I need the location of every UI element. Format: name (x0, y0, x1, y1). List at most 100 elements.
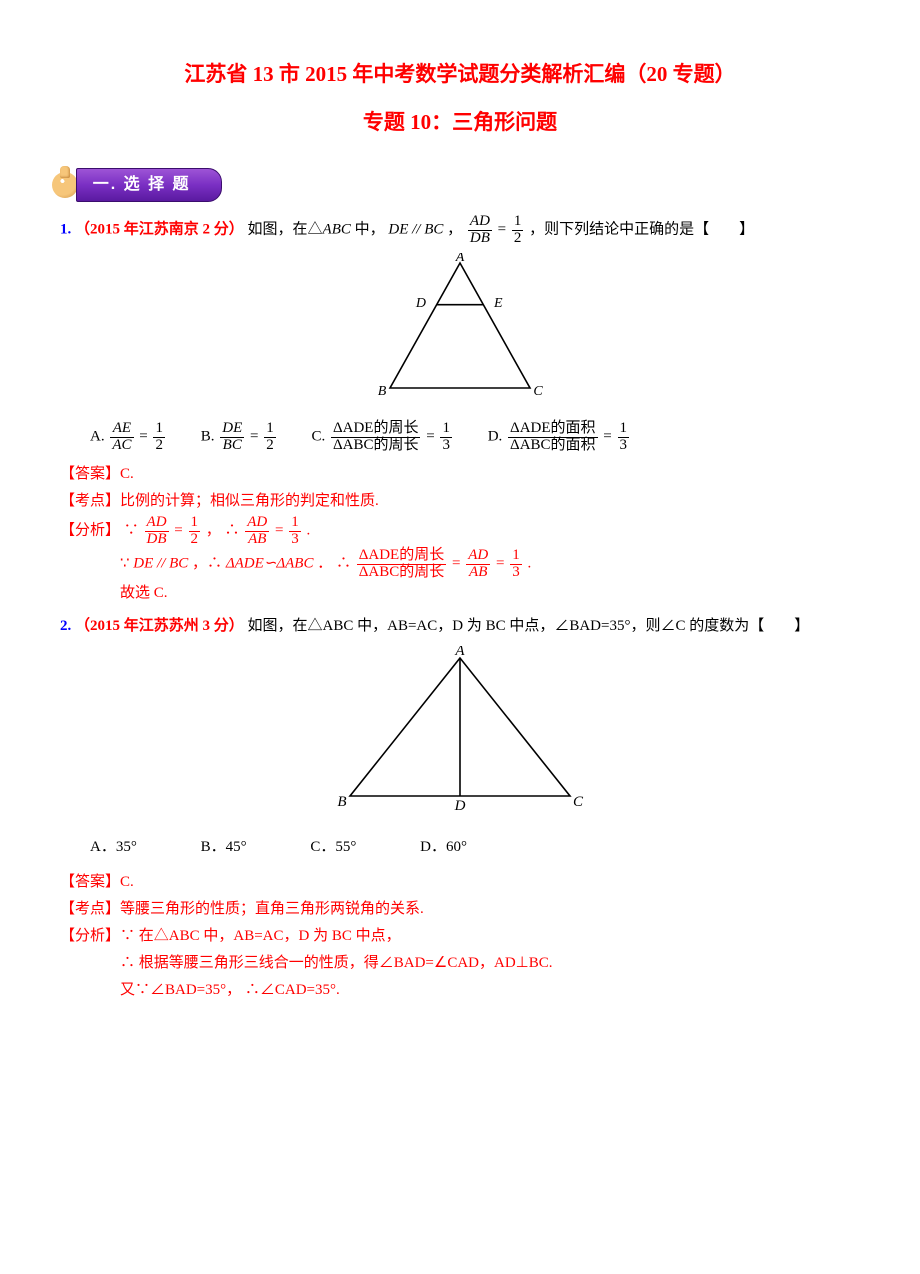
q1-fx2-fd: ΔABC的周长 (357, 565, 447, 581)
q1-fx2-b: DE // BC (133, 556, 188, 572)
q2-number: 2. (60, 618, 71, 634)
q2-fenxi-1: 【分析】∵ 在△ABC 中，AB=AC，D 为 BC 中点， (60, 923, 860, 950)
q1-kaodian-label: 【考点】 (60, 493, 120, 509)
q1-fenxi-1: 【分析】 ∵ ADDB = 12 ， ∴ ADAB = 13 . (60, 515, 860, 548)
question-1: 1. （2015 年江苏南京 2 分） 如图，在△ABC 中， DE // BC… (60, 214, 860, 247)
q1-fx2-e: ． ∴ (317, 556, 351, 572)
q1-opt-d-label: D. (488, 429, 503, 445)
q1-guxuan: 故选 C. (120, 580, 860, 607)
q1-fenxi-2: ∵ DE // BC ，∴ ΔADE∽ΔABC ． ∴ ΔADE的周长ΔABC的… (120, 548, 860, 581)
q1-ratio-eq: = (498, 222, 506, 238)
q1-fenxi-label: 【分析】 (60, 523, 120, 539)
q1-fx1-h: 3 (289, 532, 301, 548)
svg-text:B: B (378, 384, 387, 399)
q1-abc: ABC (323, 222, 351, 238)
q1-number: 1. (60, 222, 71, 238)
q1-opt-b-rn: 1 (264, 421, 276, 438)
q1-fx2-c: ，∴ (192, 556, 222, 572)
q1-fx1-eq: = (174, 523, 182, 539)
q1-opt-c-ld: ΔABC的周长 (331, 438, 421, 454)
q1-opt-b-ld: BC (220, 438, 244, 454)
svg-text:C: C (533, 384, 543, 399)
q1-kaodian-text: 比例的计算；相似三角形的判定和性质. (120, 493, 379, 509)
q2-answer: 【答案】C. (60, 869, 860, 896)
q1-stem-c: ， (447, 222, 462, 238)
q1-opt-a: A. AEAC = 12 (90, 421, 167, 454)
q2-opt-c: C．55° (310, 834, 356, 861)
q1-fx1-b: AD (145, 515, 169, 532)
q2-kaodian-text: 等腰三角形的性质；直角三角形两锐角的关系. (120, 901, 424, 917)
q1-opt-a-ln: AE (110, 421, 133, 438)
q2-fenxi-label: 【分析】 (60, 928, 120, 944)
q1-fx2-gd: AB (466, 565, 490, 581)
q1-ratio-num: AD (468, 214, 492, 231)
q1-fx1-a: ∵ (124, 523, 139, 539)
q1-opt-d-ld: ΔABC的面积 (508, 438, 598, 454)
q2-fenxi-2: ∴ 根据等腰三角形三线合一的性质，得∠BAD=∠CAD，AD⊥BC. (120, 950, 860, 977)
q1-source: （2015 年江苏南京 2 分） (75, 222, 244, 238)
q1-opt-a-rd: 2 (153, 438, 165, 454)
q1-opt-c-ln: ΔADE的周长 (331, 421, 421, 438)
question-2: 2. （2015 年江苏苏州 3 分） 如图，在△ABC 中，AB=AC，D 为… (60, 613, 860, 640)
q1-opt-a-ld: AC (110, 438, 133, 454)
q2-opt-b: B．45° (201, 834, 247, 861)
svg-text:B: B (337, 794, 346, 810)
q2-stem: 如图，在△ABC 中，AB=AC，D 为 BC 中点，∠BAD=35°，则∠C … (248, 618, 810, 634)
q1-ratio-vn: 1 (512, 214, 524, 231)
q1-fx1-e: AD (245, 515, 269, 532)
q1-fx2-d: ΔADE∽ΔABC (226, 556, 314, 572)
q1-opt-d: D. ΔADE的面积ΔABC的面积 = 13 (488, 421, 631, 454)
q1-fx1-comma: ， ∴ (206, 523, 240, 539)
thumb-icon (52, 172, 78, 198)
q1-opt-b-rd: 2 (264, 438, 276, 454)
q2-kaodian: 【考点】等腰三角形的性质；直角三角形两锐角的关系. (60, 896, 860, 923)
q1-fx2-fn: ΔADE的周长 (357, 548, 447, 565)
q1-opt-c-rd: 3 (440, 438, 452, 454)
q2-diagram: A B C D (60, 646, 860, 826)
q1-answer: 【答案】C. (60, 461, 860, 488)
q1-opt-c: C. ΔADE的周长ΔABC的周长 = 13 (311, 421, 453, 454)
q1-ratio-den: DB (468, 231, 492, 247)
q2-opt-d: D．60° (420, 834, 467, 861)
q1-opt-a-label: A. (90, 429, 105, 445)
q1-fx2-hd: 3 (510, 565, 522, 581)
q1-debc: DE // BC (388, 222, 443, 238)
section-label: 一. 选 择 题 (76, 168, 222, 203)
q1-fx1-d: 2 (189, 532, 201, 548)
q1-opt-c-rn: 1 (440, 421, 452, 438)
q1-fx1-g: 1 (289, 515, 301, 532)
q2-fx1: ∵ 在△ABC 中，AB=AC，D 为 BC 中点， (120, 928, 401, 944)
q1-opt-b-label: B. (201, 429, 215, 445)
q1-fx2-gn: AD (466, 548, 490, 565)
section-banner: 一. 选 择 题 (52, 168, 222, 203)
q1-diagram: A B C D E (60, 253, 860, 413)
q1-fx2-eq: = (452, 556, 460, 572)
q2-source: （2015 年江苏苏州 3 分） (75, 618, 244, 634)
q2-answer-value: C. (120, 874, 134, 890)
svg-text:A: A (455, 253, 465, 265)
q1-opt-b: B. DEBC = 12 (201, 421, 278, 454)
q1-fx2-hn: 1 (510, 548, 522, 565)
q1-fx1-f: AB (245, 532, 269, 548)
q1-stem-a: 如图，在△ (248, 222, 323, 238)
q1-ratio: ADDB = 12 (466, 214, 525, 247)
svg-text:E: E (493, 296, 503, 311)
q1-stem-b: 中， (355, 222, 385, 238)
page-title-main: 江苏省 13 市 2015 年中考数学试题分类解析汇编（20 专题） (60, 56, 860, 94)
q1-opt-c-label: C. (311, 429, 325, 445)
q1-fx2-dot: . (527, 556, 531, 572)
q1-kaodian: 【考点】比例的计算；相似三角形的判定和性质. (60, 488, 860, 515)
q1-fx1-n: 1 (189, 515, 201, 532)
svg-text:D: D (454, 798, 466, 814)
q1-fx1-dot: . (306, 523, 310, 539)
q1-stem-d: ，则下列结论中正确的是【 】 (529, 222, 754, 238)
q1-fx2-a: ∵ (120, 556, 130, 572)
q2-opt-a: A．35° (90, 834, 137, 861)
page-title-sub: 专题 10：三角形问题 (60, 104, 860, 142)
q1-ratio-vd: 2 (512, 231, 524, 247)
q1-answer-value: C. (120, 466, 134, 482)
q1-opt-d-ln: ΔADE的面积 (508, 421, 598, 438)
q1-opt-d-rn: 1 (618, 421, 630, 438)
q1-answer-label: 【答案】 (60, 466, 120, 482)
q2-options: A．35° B．45° C．55° D．60° (90, 834, 860, 861)
